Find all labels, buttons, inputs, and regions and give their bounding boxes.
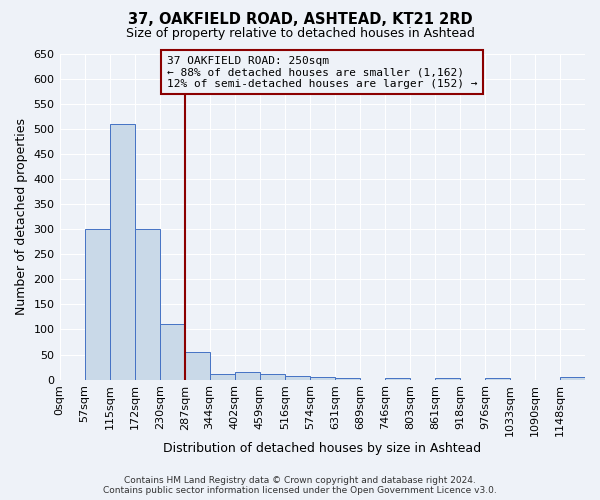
- Bar: [209, 374, 235, 380]
- Y-axis label: Number of detached properties: Number of detached properties: [15, 118, 28, 316]
- Bar: [485, 378, 510, 380]
- Bar: [435, 378, 460, 380]
- Bar: [260, 374, 285, 380]
- Bar: [310, 377, 335, 380]
- Text: Contains public sector information licensed under the Open Government Licence v3: Contains public sector information licen…: [103, 486, 497, 495]
- Bar: [560, 377, 585, 380]
- Bar: [160, 324, 185, 380]
- Bar: [134, 230, 160, 380]
- Bar: [85, 230, 110, 380]
- Text: 37 OAKFIELD ROAD: 250sqm
← 88% of detached houses are smaller (1,162)
12% of sem: 37 OAKFIELD ROAD: 250sqm ← 88% of detach…: [167, 56, 478, 89]
- Text: 37, OAKFIELD ROAD, ASHTEAD, KT21 2RD: 37, OAKFIELD ROAD, ASHTEAD, KT21 2RD: [128, 12, 472, 28]
- Bar: [385, 378, 410, 380]
- X-axis label: Distribution of detached houses by size in Ashtead: Distribution of detached houses by size …: [163, 442, 481, 455]
- Text: Contains HM Land Registry data © Crown copyright and database right 2024.: Contains HM Land Registry data © Crown c…: [124, 476, 476, 485]
- Bar: [335, 378, 360, 380]
- Bar: [235, 372, 260, 380]
- Bar: [285, 376, 310, 380]
- Bar: [110, 124, 134, 380]
- Text: Size of property relative to detached houses in Ashtead: Size of property relative to detached ho…: [125, 28, 475, 40]
- Bar: [185, 352, 209, 380]
